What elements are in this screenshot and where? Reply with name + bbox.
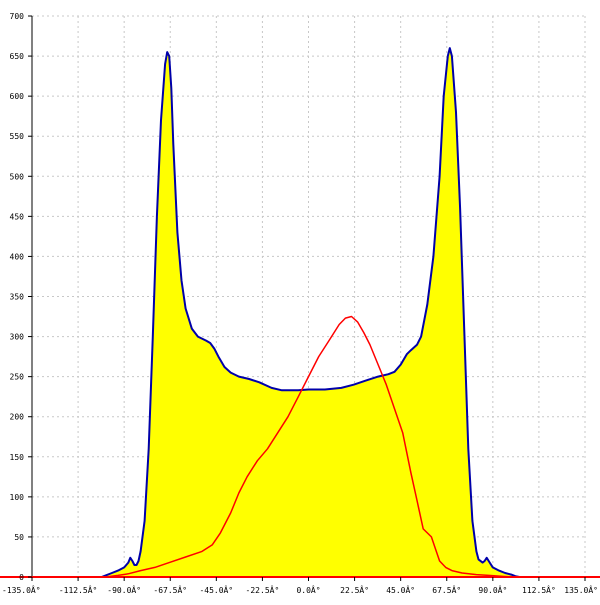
y-tick-label: 250 xyxy=(10,373,25,382)
x-tick-label: 90.0Â° xyxy=(478,584,507,595)
x-tick-label: -135.0Â° xyxy=(2,584,41,595)
y-tick-label: 300 xyxy=(10,333,25,342)
series-1-line xyxy=(105,315,514,578)
y-tick-label: 100 xyxy=(10,493,25,502)
x-tick-label: 45.0Â° xyxy=(386,584,415,595)
y-tick-label: 200 xyxy=(10,413,25,422)
x-tick-label: 22.5Â° xyxy=(340,584,369,595)
y-tick-label: 0 xyxy=(19,573,24,582)
y-tick-labels: 0 50 100 150 200 250 300 350 400 450 500 550 600 650 7… xyxy=(10,12,32,582)
y-tick-label: 400 xyxy=(10,252,25,261)
series-0-outline xyxy=(101,47,520,578)
y-tick-label: 350 xyxy=(10,293,25,302)
x-tick-label: 135.0Â° xyxy=(564,584,598,595)
x-tick-label: 0.0Â° xyxy=(296,584,320,595)
x-tick-label: -22.5Â° xyxy=(246,584,280,595)
y-tick-label: 150 xyxy=(10,453,25,462)
x-tick-label: 112.5Â° xyxy=(522,584,556,595)
y-tick-label: 550 xyxy=(10,132,25,141)
y-tick-label: 450 xyxy=(10,212,25,221)
x-tick-labels: -135.0Â° -112.5Â° -90.0Â° -67.5Â° -45.0Â° -22… xyxy=(2,577,598,595)
y-tick-label: 500 xyxy=(10,172,25,181)
series-layer xyxy=(101,47,520,578)
y-tick-label: 700 xyxy=(10,12,25,21)
x-tick-label: -45.0Â° xyxy=(199,584,233,595)
x-tick-label: -67.5Â° xyxy=(153,584,187,595)
x-tick-label: -90.0Â° xyxy=(107,584,141,595)
x-tick-label: 67.5Â° xyxy=(432,584,461,595)
y-tick-label: 650 xyxy=(10,52,25,61)
y-tick-label: 50 xyxy=(14,533,24,542)
series-0-area-fill xyxy=(101,48,520,578)
y-tick-label: 600 xyxy=(10,92,25,101)
x-tick-label: -112.5Â° xyxy=(59,584,98,595)
